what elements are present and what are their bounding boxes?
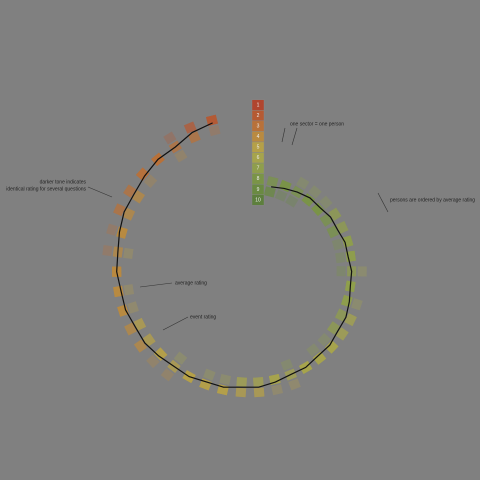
rating-tile: [117, 304, 129, 317]
rating-tile: [173, 351, 188, 365]
rating-tile: [253, 377, 264, 387]
rating-tile: [334, 308, 348, 322]
legend-label: 9: [257, 187, 260, 193]
rating-tile: [174, 149, 188, 163]
rating-tile: [219, 373, 232, 385]
rating-tile: [335, 252, 346, 264]
rating-tile: [102, 245, 113, 257]
rating-tile: [153, 347, 168, 361]
rating-tile: [271, 384, 283, 396]
annotation: average rating: [175, 280, 207, 286]
rating-tile: [113, 203, 126, 217]
rating-tile: [312, 351, 327, 365]
rating-tile: [123, 284, 135, 296]
rating-tile: [123, 184, 137, 198]
rating-tile: [335, 327, 349, 341]
rating-tile: [326, 225, 339, 239]
rating-tile: [146, 354, 160, 369]
rating-tile: [280, 358, 294, 371]
leader-line: [139, 282, 173, 288]
leader-line: [281, 127, 286, 143]
legend-label: 6: [257, 155, 260, 161]
rating-tile: [328, 207, 342, 221]
legend: 1 2 3 4 5 6 7 8 9 10: [251, 99, 265, 206]
rating-tile: [133, 317, 147, 331]
rating-tile: [336, 266, 346, 277]
rating-tile: [123, 247, 134, 260]
leader-line: [162, 316, 189, 331]
rating-tile: [133, 339, 147, 353]
legend-label: 1: [257, 102, 260, 108]
rating-tile: [203, 368, 216, 381]
rating-tile: [351, 298, 363, 311]
legend-label: 7: [257, 166, 260, 172]
rating-tile: [325, 340, 339, 354]
leader-arrow: [377, 192, 389, 213]
rating-tile: [319, 195, 333, 210]
rating-tile: [306, 343, 320, 357]
leader-line: [291, 127, 298, 146]
rating-tile: [183, 121, 197, 134]
legend-label: 2: [257, 113, 260, 119]
annotation: persons are ordered by average rating: [390, 197, 475, 203]
legend-label: 5: [257, 145, 260, 151]
rating-tile: [285, 194, 299, 208]
rating-tile: [308, 185, 322, 199]
rating-tile: [268, 373, 281, 385]
leader-line: [87, 186, 113, 198]
rating-tile: [122, 207, 136, 221]
rating-tile: [235, 387, 247, 398]
rating-tile: [206, 114, 218, 126]
rating-tile: [160, 368, 175, 382]
rating-tile: [357, 266, 367, 277]
legend-label: 8: [257, 176, 260, 182]
legend-label: 10: [255, 197, 261, 203]
rating-tile: [344, 313, 357, 327]
rating-tile: [341, 235, 354, 248]
legend-label: 4: [257, 134, 260, 140]
rating-tile: [208, 124, 221, 137]
rating-tile: [266, 176, 279, 188]
rating-tile: [163, 131, 177, 145]
rating-tile: [127, 301, 139, 314]
rating-tile: [135, 167, 150, 181]
rating-tile: [199, 378, 212, 391]
average-line: [116, 122, 353, 388]
rating-tile: [143, 174, 158, 188]
rating-tile: [331, 238, 344, 251]
rating-tile: [124, 322, 137, 336]
legend-label: 3: [257, 123, 260, 129]
annotation: event rating: [190, 314, 216, 320]
tiles: [102, 114, 367, 398]
rating-tile: [326, 321, 341, 335]
legend-cell: [251, 194, 265, 206]
rating-tile: [317, 332, 331, 347]
rating-tile: [336, 221, 349, 234]
annotations: one sector = one person persons are order…: [6, 121, 475, 331]
rating-tile: [296, 176, 310, 190]
rating-tile: [274, 189, 288, 202]
rating-tile: [106, 223, 118, 236]
rating-tile: [131, 190, 146, 204]
rating-tile: [319, 213, 333, 227]
rating-tile: [188, 131, 201, 144]
rating-tile: [301, 193, 315, 207]
annotation: one sector = one person: [290, 121, 344, 127]
rating-tile: [263, 186, 276, 198]
rating-tile: [311, 202, 325, 217]
rating-tile: [142, 333, 156, 347]
annotation: darker tone indicates identical rating fo…: [6, 180, 86, 193]
rating-tile: [253, 387, 265, 398]
rating-tile: [288, 378, 301, 391]
rating-tile: [236, 377, 247, 387]
